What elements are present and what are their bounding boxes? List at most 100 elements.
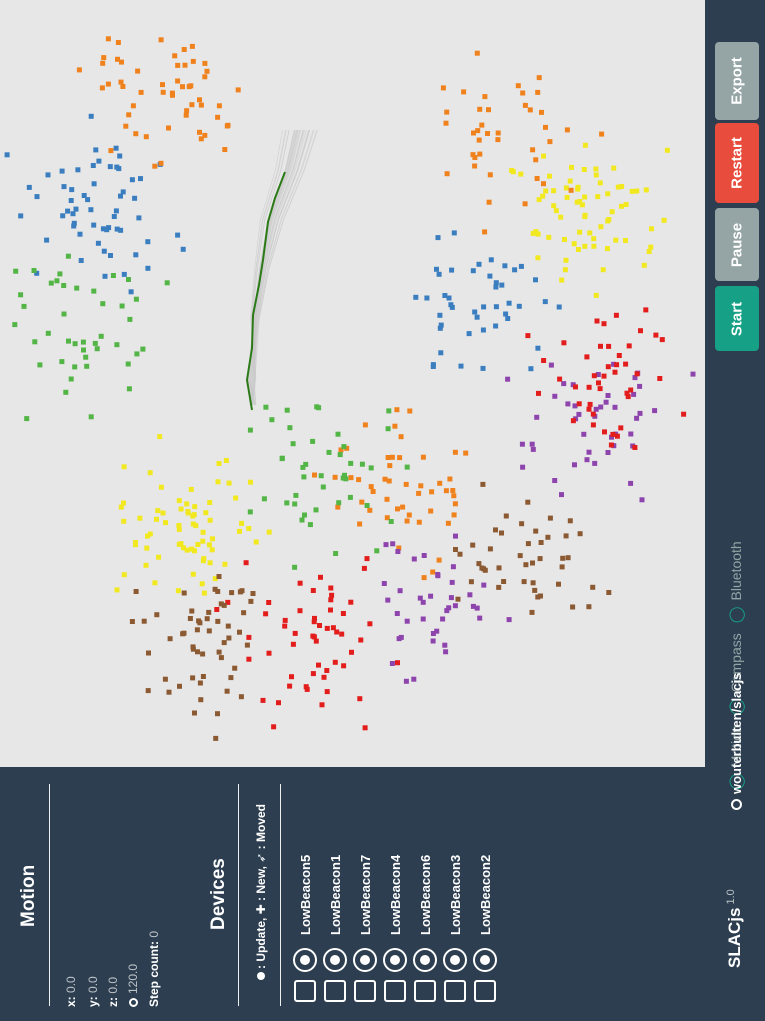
beacon-particle xyxy=(195,649,200,655)
repo-link[interactable]: wouterbulten/slacjs xyxy=(729,673,744,810)
beacon-particle xyxy=(72,364,78,370)
device-row[interactable]: LowBeacon5 xyxy=(293,767,320,1021)
z-value: 0.0 xyxy=(106,976,120,994)
beacon-particle xyxy=(453,533,458,539)
beacon-particle xyxy=(276,700,281,706)
beacon-particle xyxy=(599,131,605,137)
beacon-particle xyxy=(303,461,309,467)
beacon-particle xyxy=(389,661,395,666)
beacon-particle xyxy=(551,203,557,209)
beacon-particle xyxy=(374,548,380,554)
beacon-particle xyxy=(299,517,305,523)
beacon-particle xyxy=(329,592,335,598)
device-name: LowBeacon2 xyxy=(478,854,493,935)
beacon-particle xyxy=(147,470,153,476)
particle-trail xyxy=(250,129,305,406)
beacon-particle xyxy=(31,268,37,273)
export-button-label: Export xyxy=(728,57,746,105)
particle-map-canvas xyxy=(4,36,696,741)
beacon-particle xyxy=(611,165,617,171)
beacon-particle xyxy=(198,697,204,703)
device-checkbox[interactable] xyxy=(414,980,436,1002)
beacon-particle xyxy=(552,393,558,399)
beacon-particle xyxy=(539,109,544,115)
beacon-particle xyxy=(146,650,151,656)
beacon-particle xyxy=(222,147,228,152)
beacon-particle xyxy=(88,113,94,119)
beacon-particle xyxy=(45,330,51,336)
export-button[interactable]: Export xyxy=(715,42,759,120)
beacon-particle xyxy=(63,389,69,395)
restart-button[interactable]: Restart xyxy=(715,123,759,203)
beacon-particle xyxy=(646,249,652,254)
beacon-particle xyxy=(457,551,463,557)
device-row[interactable]: LowBeacon2 xyxy=(473,767,500,1021)
beacon-particle xyxy=(318,574,323,580)
beacon-particle xyxy=(632,445,638,450)
beacon-particle xyxy=(209,547,215,553)
devices-title: Devices xyxy=(208,858,229,930)
beacon-particle xyxy=(450,488,456,493)
beacon-particle xyxy=(496,565,502,571)
beacon-particle xyxy=(411,556,417,562)
beacon-particle xyxy=(158,37,164,43)
beacon-particle xyxy=(263,611,269,617)
beacon-particle xyxy=(397,455,403,461)
beacon-particle xyxy=(541,153,546,159)
device-name: LowBeacon7 xyxy=(358,854,373,935)
start-button[interactable]: Start xyxy=(715,286,759,351)
beacon-particle xyxy=(24,416,30,422)
devices-divider xyxy=(238,784,239,1006)
device-row[interactable]: LowBeacon6 xyxy=(413,767,440,1021)
beacon-particle xyxy=(176,498,182,504)
beacon-particle xyxy=(605,450,611,455)
device-checkbox[interactable] xyxy=(294,980,316,1002)
beacon-particle xyxy=(529,441,535,447)
beacon-particle xyxy=(582,142,588,148)
beacon-particle xyxy=(126,112,132,118)
beacon-particle xyxy=(118,193,123,199)
device-row[interactable]: LowBeacon3 xyxy=(443,767,470,1021)
beacon-particle xyxy=(4,152,10,158)
beacon-particle xyxy=(167,636,173,642)
beacon-particle xyxy=(239,520,245,526)
beacon-particle xyxy=(129,619,135,624)
beacon-particle xyxy=(565,555,571,561)
device-checkbox[interactable] xyxy=(354,980,376,1002)
device-checkbox[interactable] xyxy=(324,980,346,1002)
device-row[interactable]: LowBeacon1 xyxy=(323,767,350,1021)
beacon-particle xyxy=(362,422,368,428)
beacon-particle xyxy=(525,333,531,339)
device-update-icon xyxy=(413,948,437,972)
beacon-particle xyxy=(528,366,534,372)
beacon-particle xyxy=(284,407,290,413)
beacon-particle xyxy=(190,571,196,577)
beacon-particle xyxy=(228,675,234,681)
beacon-particle xyxy=(389,454,395,460)
beacon-particle xyxy=(172,53,178,59)
beacon-particle xyxy=(200,674,206,679)
beacon-particle xyxy=(470,152,476,158)
beacon-particle xyxy=(202,60,208,66)
beacon-particle xyxy=(248,598,254,604)
beacon-particle xyxy=(398,434,404,440)
beacon-particle xyxy=(156,554,162,560)
beacon-particle xyxy=(243,560,249,566)
legend-divider xyxy=(280,784,281,1006)
pause-button[interactable]: Pause xyxy=(715,208,759,281)
beacon-particle xyxy=(154,516,159,522)
device-row[interactable]: LowBeacon4 xyxy=(383,767,410,1021)
device-checkbox[interactable] xyxy=(474,980,496,1002)
device-checkbox[interactable] xyxy=(444,980,466,1002)
beacon-particle xyxy=(132,195,138,201)
beacon-particle xyxy=(246,634,252,640)
motion-z: z: 0.0 xyxy=(106,977,120,1007)
beacon-particle xyxy=(476,261,482,267)
device-checkbox[interactable] xyxy=(384,980,406,1002)
beacon-particle xyxy=(175,78,181,84)
beacon-particle xyxy=(406,512,412,518)
device-row[interactable]: LowBeacon7 xyxy=(353,767,380,1021)
beacon-particle xyxy=(114,164,120,170)
beacon-particle xyxy=(282,623,288,629)
beacon-particle xyxy=(594,318,600,324)
